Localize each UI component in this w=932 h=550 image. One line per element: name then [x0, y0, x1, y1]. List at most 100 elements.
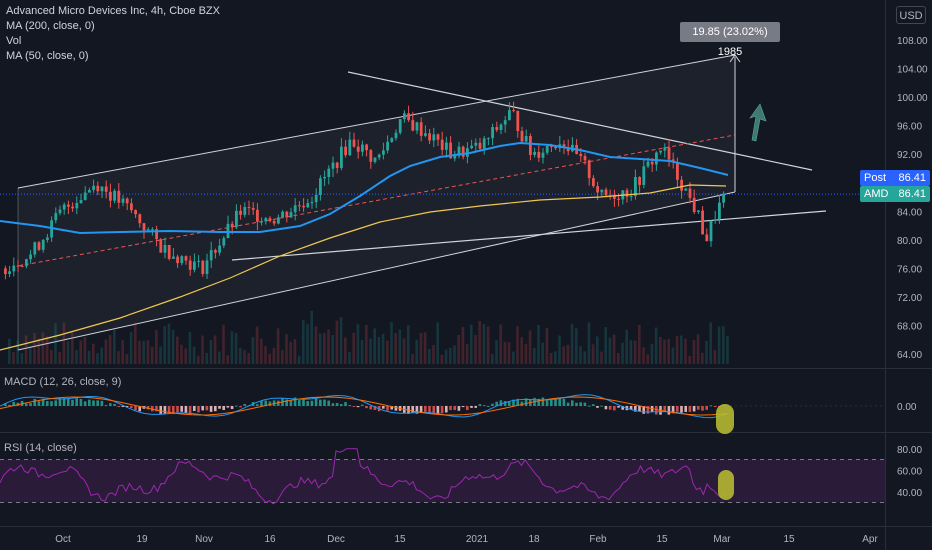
candle-body — [235, 210, 238, 228]
candle-body — [335, 162, 339, 168]
volume-bar — [54, 323, 57, 364]
macd-hist-bar — [495, 401, 498, 406]
candle-body — [121, 198, 125, 203]
volume-bar — [671, 347, 675, 364]
volume-bar — [87, 350, 91, 364]
time-axis-label: Nov — [195, 534, 213, 545]
candle-body — [356, 146, 360, 152]
macd-hist-bar — [75, 398, 78, 406]
candle-body — [718, 202, 721, 220]
candle-body — [478, 142, 482, 149]
macd-hist-bar — [638, 406, 641, 412]
volume-bar — [608, 337, 612, 364]
macd-hist-bar — [466, 406, 469, 411]
volume-bar — [440, 354, 444, 364]
volume-bar — [344, 337, 347, 364]
volume-bar — [302, 320, 305, 364]
rsi-legend[interactable]: RSI (14, close) — [4, 442, 77, 454]
candle-body — [331, 162, 335, 169]
macd-hist-bar — [566, 402, 570, 406]
candle-body — [373, 157, 377, 162]
macd-hist-bar — [461, 406, 465, 408]
volume-bar — [701, 352, 704, 364]
candle-body — [54, 213, 58, 221]
candle-body — [487, 138, 490, 140]
candle-body — [692, 197, 696, 212]
candle-body — [680, 179, 683, 191]
volume-bar — [201, 335, 204, 364]
macd-hist-bar — [314, 398, 318, 406]
macd-hist-bar — [491, 403, 494, 406]
volume-bars — [8, 310, 729, 364]
volume-bar — [239, 347, 242, 364]
symbol-title: Advanced Micro Devices Inc, 4h, Cboe BZX — [6, 5, 220, 17]
volume-bar — [352, 332, 355, 364]
ma50-legend[interactable]: MA (50, close, 0) — [6, 50, 89, 62]
candle-body — [159, 239, 163, 253]
macd-legend[interactable]: MACD (12, 26, close, 9) — [4, 376, 122, 388]
candle-body — [638, 177, 641, 185]
macd-hist-bar — [104, 405, 108, 407]
macd-hist-bar — [503, 401, 507, 406]
macd-hist-bar — [382, 406, 385, 409]
candle-body — [113, 190, 116, 201]
macd-hist-bar — [323, 399, 326, 406]
macd-hist-bar — [562, 398, 566, 406]
macd-hist-bar — [512, 399, 515, 406]
volume-bar — [365, 324, 368, 364]
candle-body — [440, 139, 444, 150]
macd-hist-bar — [583, 402, 587, 406]
candle-body — [659, 150, 662, 153]
macd-hist-bar — [684, 406, 687, 412]
ascending-trendline — [231, 210, 827, 261]
macd-hist-bar — [524, 398, 528, 406]
volume-bar — [415, 339, 418, 364]
candle-body — [197, 260, 200, 262]
macd-hist-bar — [117, 406, 120, 407]
candle-body — [104, 186, 108, 192]
candle-body — [722, 193, 725, 203]
candle-body — [163, 245, 167, 253]
volume-bar — [62, 322, 66, 364]
measure-arrowhead — [729, 54, 741, 63]
price-axis-label: 84.00 — [897, 207, 922, 218]
candle-body — [663, 147, 667, 151]
volume-bar — [688, 355, 691, 364]
macd-hist-bar — [629, 406, 633, 410]
rsi-band — [0, 459, 885, 503]
macd-hist-bar — [667, 406, 671, 415]
volume-bar — [306, 324, 309, 364]
macd-hist-bar — [604, 406, 608, 410]
candle-body — [340, 146, 343, 168]
macd-hist-bar — [298, 400, 301, 406]
candle-body — [596, 186, 599, 193]
ma200-line — [0, 184, 727, 351]
currency-button[interactable]: USD — [896, 6, 926, 24]
candle-body — [218, 245, 221, 253]
volume-bar — [642, 347, 645, 364]
macd-hist-bar — [671, 406, 675, 414]
price-axis-label: 104.00 — [897, 65, 928, 76]
candle-body — [516, 110, 520, 131]
candle-body — [436, 134, 440, 140]
macd-hist-bar — [214, 406, 217, 412]
volume-bar — [575, 328, 578, 364]
volume-bar — [75, 350, 78, 364]
volume-bar — [444, 349, 448, 364]
volume-bar — [24, 335, 28, 364]
volume-bar — [268, 353, 271, 364]
candle-body — [29, 254, 32, 260]
time-axis-label: Mar — [713, 534, 731, 545]
candle-body — [214, 250, 217, 253]
volume-legend[interactable]: Vol — [6, 35, 22, 47]
candle-body — [226, 223, 230, 239]
volume-bar — [339, 317, 343, 364]
ma200-legend[interactable]: MA (200, close, 0) — [6, 20, 95, 32]
macd-hist-bar — [369, 406, 372, 410]
volume-bar — [318, 333, 322, 364]
macd-hist-bar — [96, 400, 99, 406]
macd-hist-bar — [256, 404, 259, 406]
candle-body — [12, 265, 16, 272]
